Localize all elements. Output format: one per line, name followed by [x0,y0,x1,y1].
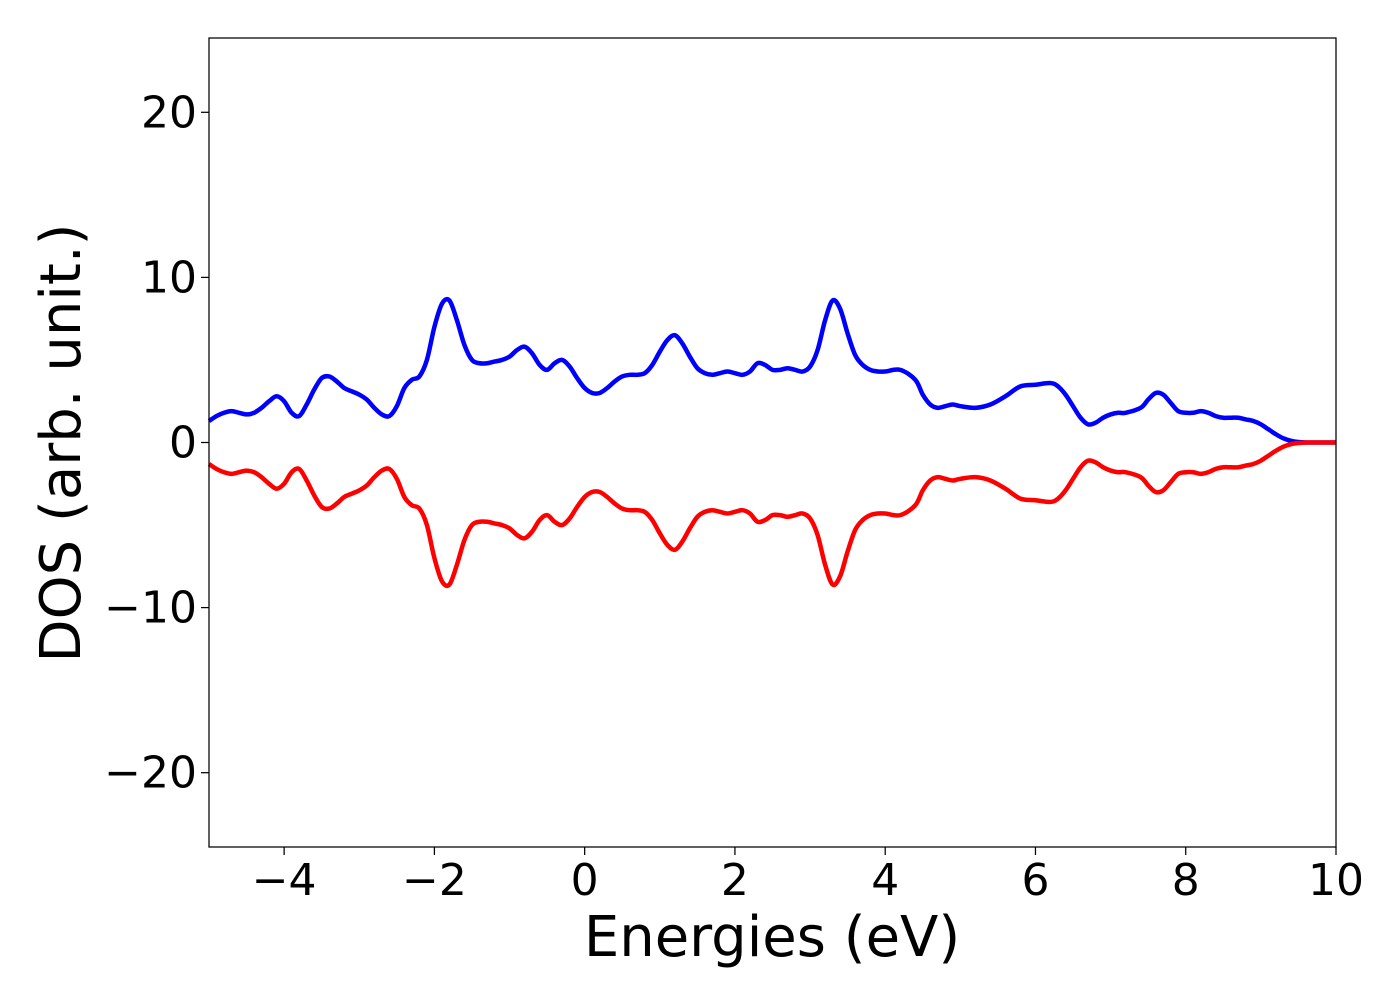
y-tick-label: 20 [141,87,197,138]
plot-frame [208,37,1337,848]
y-tick-label: −10 [104,583,197,634]
x-tick-label: 2 [721,855,749,906]
x-tick-label: 8 [1172,855,1200,906]
x-tick-label: 4 [871,855,899,906]
plot-content [207,296,1336,589]
x-tick-label: 0 [571,855,599,906]
x-tick-label: −2 [402,855,467,906]
dos-line-0 [207,296,1336,445]
x-tick-label: 10 [1308,855,1364,906]
x-axis-ticks: −4 −2 0 2 4 6 8 10 [252,847,1364,906]
y-axis-label: DOS (arb. unit.) [29,223,94,662]
x-tick-label: −4 [252,855,317,906]
x-tick-label: 6 [1021,855,1049,906]
y-tick-label: 10 [141,252,197,303]
y-tick-label: −20 [104,748,197,799]
dos-line-1 [207,440,1336,589]
y-axis-ticks: −20 −10 0 10 20 [104,87,209,799]
x-axis-label: Energies (eV) [584,905,960,970]
y-tick-label: 0 [169,418,197,469]
